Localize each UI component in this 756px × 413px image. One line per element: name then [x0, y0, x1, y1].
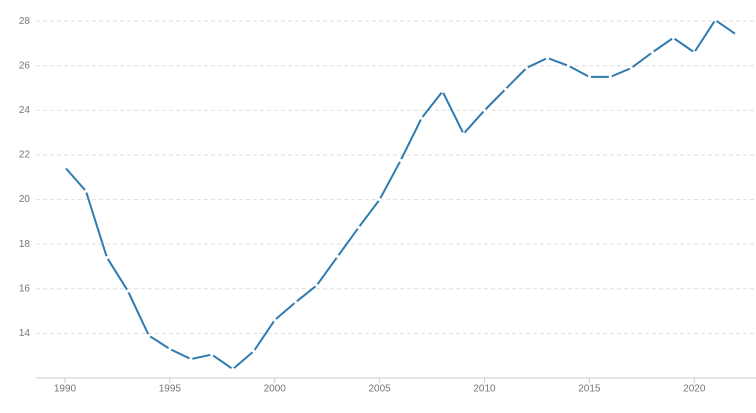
point: [608, 75, 612, 79]
point: [734, 32, 738, 37]
y-tick-label: 16: [19, 283, 31, 294]
y-tick-label: 28: [19, 16, 31, 27]
y-tick-label: 24: [19, 105, 31, 116]
y-tick-label: 26: [19, 60, 31, 71]
y-tick-label: 18: [19, 239, 31, 250]
line: [64, 18, 737, 371]
point: [357, 225, 361, 230]
point: [252, 349, 256, 353]
point: [524, 66, 529, 70]
point: [398, 158, 403, 163]
x-tick-label: 2015: [578, 384, 601, 395]
point: [587, 75, 591, 79]
point: [105, 255, 109, 260]
y-tick-label: 14: [19, 328, 31, 339]
point: [315, 283, 319, 288]
x-tick-label: 2020: [683, 384, 706, 395]
point: [692, 50, 696, 54]
point: [566, 64, 571, 68]
point: [545, 56, 550, 60]
point: [126, 289, 130, 293]
point: [440, 89, 445, 94]
x-tick-label: 1990: [54, 384, 77, 395]
point: [671, 36, 675, 40]
point: [210, 352, 214, 357]
x-tick-label: 2000: [264, 384, 287, 395]
point: [713, 18, 717, 22]
point: [503, 87, 508, 91]
point: [294, 300, 298, 304]
point: [273, 318, 277, 322]
point: [378, 197, 382, 202]
point: [650, 50, 654, 54]
point: [84, 189, 88, 193]
point: [336, 254, 340, 259]
y-tick-label: 20: [19, 194, 31, 205]
y-tick-label: 22: [19, 150, 31, 161]
point: [147, 334, 151, 338]
point: [461, 132, 466, 136]
point: [189, 357, 193, 361]
point: [419, 116, 424, 120]
point: [168, 347, 172, 351]
point: [629, 66, 633, 70]
x-tick-label: 2010: [473, 384, 496, 395]
point: [482, 108, 487, 112]
point: [231, 367, 235, 371]
point: [63, 165, 67, 169]
x-tick-label: 2005: [368, 384, 391, 395]
x-tick-label: 1995: [159, 384, 182, 395]
